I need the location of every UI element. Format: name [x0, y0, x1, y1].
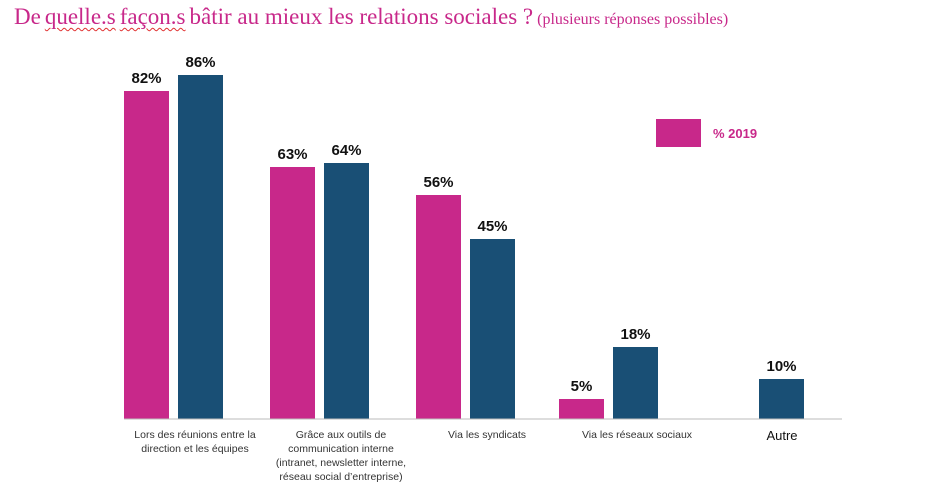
category-label-reseaux-sociaux: Via les réseaux sociaux — [581, 429, 693, 441]
bar-lors-des-reunions-entre-la-series-2 — [178, 75, 223, 419]
legend-swatch-2019 — [656, 119, 701, 147]
category-label-outils: Grâce aux outils de communication intern… — [275, 429, 407, 483]
value-label-autre-series-2: 10% — [766, 358, 796, 375]
title-word-quelles: quelle.s — [44, 4, 116, 29]
value-label-via-les-syndicats-series-2: 45% — [477, 218, 507, 235]
chart-title: De quelle.s façon.s bâtir au mieux les r… — [14, 4, 728, 30]
bar-via-les-syndicats-series-2 — [470, 239, 515, 419]
bar-via-les-syndicats-series-1 — [416, 195, 461, 419]
bar-lors-des-reunions-entre-la-series-1 — [124, 91, 169, 419]
value-label-grace-aux-outils-de-series-2: 64% — [331, 142, 361, 159]
bars-group: 82% 86% 63% 64% 56% 45% 5% 18% 10% — [124, 54, 804, 419]
category-label-reunions: Lors des réunions entre la direction et … — [134, 429, 256, 455]
bar-grace-aux-outils-de-series-1 — [270, 167, 315, 419]
title-word-facons: façon.s — [119, 4, 186, 29]
title-main-rest: bâtir au mieux les relations sociales ? — [189, 4, 534, 29]
title-subtitle: (plusieurs réponses possibles) — [537, 11, 729, 28]
category-label-syndicats: Via les syndicats — [447, 429, 526, 441]
value-label-via-les-reseaux-sociaux-series-1: 5% — [571, 378, 593, 395]
legend: % 2019 — [656, 119, 757, 147]
bar-grace-aux-outils-de-series-2 — [324, 163, 369, 419]
value-label-via-les-syndicats-series-1: 56% — [423, 174, 453, 191]
value-label-lors-des-reunions-entre-la-series-1: 82% — [131, 70, 161, 87]
category-label-autre: Autre — [766, 428, 798, 443]
value-label-grace-aux-outils-de-series-1: 63% — [277, 146, 307, 163]
value-label-lors-des-reunions-entre-la-series-2: 86% — [185, 54, 215, 71]
bar-via-les-reseaux-sociaux-series-1 — [559, 399, 604, 419]
title-word-de: De — [14, 4, 41, 29]
legend-label-2019: % 2019 — [713, 126, 757, 141]
bar-autre-series-2 — [759, 379, 804, 419]
bar-via-les-reseaux-sociaux-series-2 — [613, 347, 658, 419]
value-label-via-les-reseaux-sociaux-series-2: 18% — [620, 326, 650, 343]
